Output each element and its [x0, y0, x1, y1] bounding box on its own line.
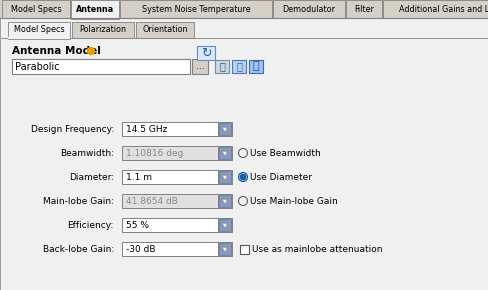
Text: Efficiency:: Efficiency: — [67, 220, 114, 229]
Text: ▼: ▼ — [223, 198, 226, 204]
Text: 1.10816 deg: 1.10816 deg — [126, 148, 183, 157]
Text: Antenna: Antenna — [76, 5, 114, 14]
Text: 🌐: 🌐 — [236, 61, 242, 72]
FancyBboxPatch shape — [219, 243, 230, 255]
FancyBboxPatch shape — [2, 0, 70, 18]
Text: Design Frequency:: Design Frequency: — [31, 124, 114, 133]
Circle shape — [87, 48, 94, 55]
FancyBboxPatch shape — [231, 60, 245, 73]
Text: ...: ... — [195, 62, 204, 71]
FancyBboxPatch shape — [12, 59, 190, 74]
Text: Use Diameter: Use Diameter — [249, 173, 311, 182]
FancyBboxPatch shape — [382, 0, 488, 18]
FancyBboxPatch shape — [120, 0, 271, 18]
FancyBboxPatch shape — [219, 147, 230, 159]
FancyBboxPatch shape — [122, 194, 218, 208]
FancyBboxPatch shape — [122, 122, 218, 136]
FancyBboxPatch shape — [0, 18, 488, 290]
FancyBboxPatch shape — [71, 0, 119, 19]
Text: Model Specs: Model Specs — [11, 5, 61, 14]
FancyBboxPatch shape — [240, 244, 248, 253]
FancyBboxPatch shape — [218, 218, 231, 232]
FancyBboxPatch shape — [219, 195, 230, 207]
FancyBboxPatch shape — [122, 242, 218, 256]
Text: 55 %: 55 % — [126, 220, 149, 229]
Text: Model Specs: Model Specs — [14, 26, 64, 35]
FancyBboxPatch shape — [218, 122, 231, 136]
FancyBboxPatch shape — [219, 171, 230, 183]
FancyBboxPatch shape — [248, 60, 263, 73]
FancyBboxPatch shape — [218, 170, 231, 184]
Text: 41.8654 dB: 41.8654 dB — [126, 197, 178, 206]
FancyBboxPatch shape — [346, 0, 381, 18]
Text: Use as mainlobe attenuation: Use as mainlobe attenuation — [251, 244, 382, 253]
FancyBboxPatch shape — [272, 0, 345, 18]
Text: Demodulator: Demodulator — [282, 5, 335, 14]
Text: Antenna Model: Antenna Model — [12, 46, 101, 56]
FancyBboxPatch shape — [8, 22, 70, 39]
FancyBboxPatch shape — [197, 46, 215, 60]
Text: 📡: 📡 — [252, 61, 259, 72]
Text: 14.5 GHz: 14.5 GHz — [126, 124, 167, 133]
Text: ↻: ↻ — [201, 46, 211, 59]
FancyBboxPatch shape — [122, 146, 218, 160]
FancyBboxPatch shape — [215, 60, 228, 73]
Text: Back-lobe Gain:: Back-lobe Gain: — [42, 244, 114, 253]
FancyBboxPatch shape — [122, 218, 218, 232]
FancyBboxPatch shape — [219, 219, 230, 231]
Text: -30 dB: -30 dB — [126, 244, 155, 253]
Text: 1.1 m: 1.1 m — [126, 173, 152, 182]
Text: ▼: ▼ — [223, 222, 226, 227]
FancyBboxPatch shape — [0, 0, 488, 18]
Text: ▼: ▼ — [223, 175, 226, 180]
Text: ▼: ▼ — [223, 126, 226, 131]
Text: Use Beamwidth: Use Beamwidth — [249, 148, 320, 157]
Text: Polarization: Polarization — [80, 26, 126, 35]
Circle shape — [240, 174, 245, 180]
FancyBboxPatch shape — [218, 242, 231, 256]
FancyBboxPatch shape — [218, 194, 231, 208]
Text: Diameter:: Diameter: — [69, 173, 114, 182]
Text: Additional Gains and Losses: Additional Gains and Losses — [399, 5, 488, 14]
Text: System Noise Temperature: System Noise Temperature — [142, 5, 250, 14]
Text: 💾: 💾 — [219, 61, 224, 72]
Text: Filter: Filter — [353, 5, 373, 14]
Text: ▼: ▼ — [223, 151, 226, 155]
Text: Orientation: Orientation — [142, 26, 187, 35]
FancyBboxPatch shape — [72, 22, 134, 38]
Text: Beamwidth:: Beamwidth: — [60, 148, 114, 157]
FancyBboxPatch shape — [122, 170, 218, 184]
FancyBboxPatch shape — [136, 22, 194, 38]
Text: Use Main-lobe Gain: Use Main-lobe Gain — [249, 197, 337, 206]
Text: Main-lobe Gain:: Main-lobe Gain: — [43, 197, 114, 206]
Text: ▼: ▼ — [223, 246, 226, 251]
Text: Parabolic: Parabolic — [15, 61, 60, 72]
FancyBboxPatch shape — [218, 146, 231, 160]
FancyBboxPatch shape — [192, 59, 207, 74]
FancyBboxPatch shape — [219, 123, 230, 135]
